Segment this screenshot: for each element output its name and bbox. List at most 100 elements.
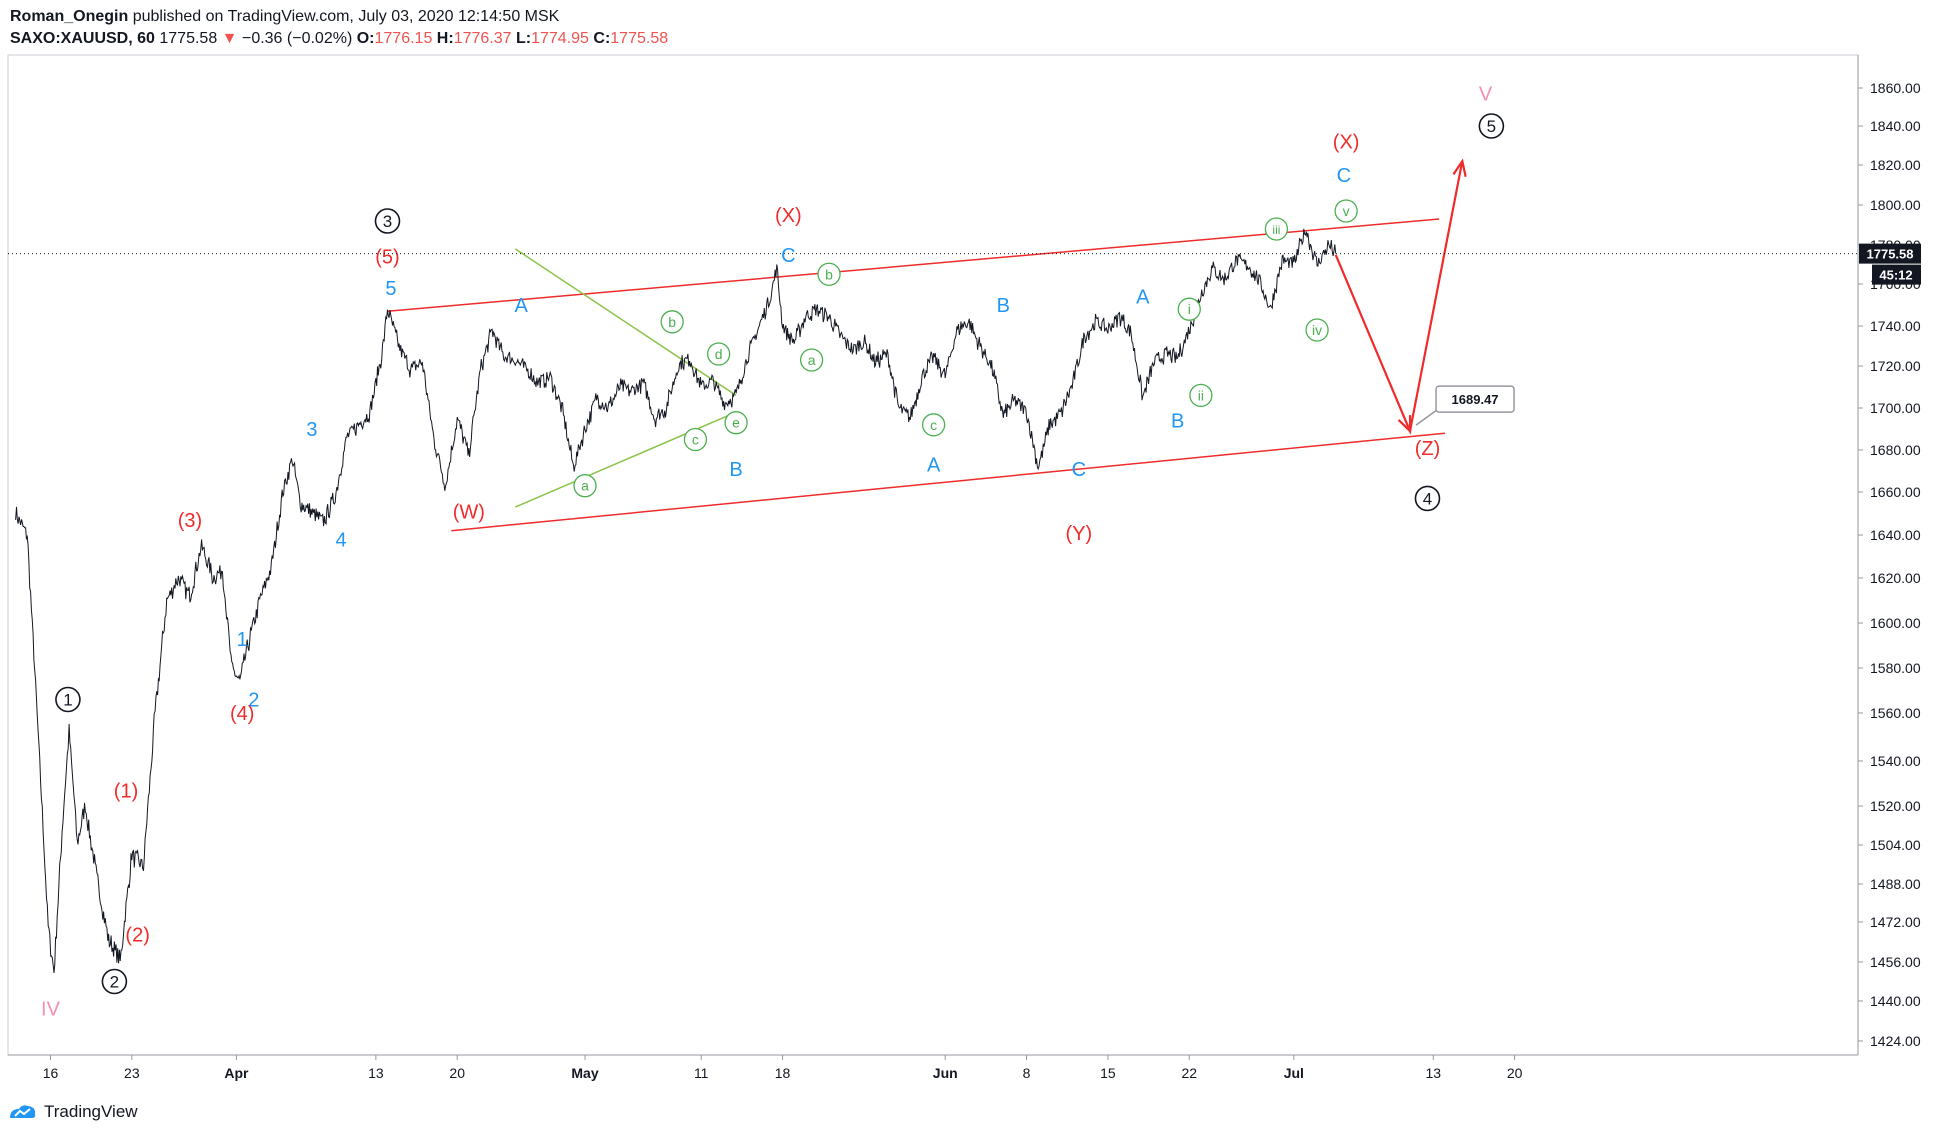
y-tick-label-0: 1860.00 <box>1870 80 1921 96</box>
wave-label-32: i <box>1188 301 1191 317</box>
y-tick-label-18: 1504.00 <box>1870 837 1921 853</box>
wave-label-2: 2 <box>110 973 119 992</box>
wave-label-42: 5 <box>1487 117 1496 136</box>
wave-label-39: (X) <box>1333 132 1360 154</box>
y-tick-label-9: 1680.00 <box>1870 442 1921 458</box>
wave-label-22: (X) <box>775 205 802 227</box>
open-value: 1776.15 <box>374 30 433 47</box>
time-axis: 16 23 Apr 13 20 May 11 18 Jun 8 15 22 Jul 13 20 <box>43 1055 1523 1081</box>
author-name[interactable]: Roman_Onegin <box>10 8 129 25</box>
wave-label-ring-33 <box>1189 383 1213 408</box>
x-tick-label-10: 15 <box>1100 1065 1116 1081</box>
countdown-tag <box>1872 264 1921 285</box>
target-box <box>1435 385 1515 413</box>
y-tick-label-17: 1520.00 <box>1870 798 1921 814</box>
wave-label-ring-20 <box>724 411 748 435</box>
wave-label-17: b <box>668 314 676 330</box>
y-tick-label-11: 1640.00 <box>1870 527 1921 543</box>
projection-arrowhead-down <box>1397 415 1412 434</box>
y-tick-label-22: 1440.00 <box>1870 993 1921 1009</box>
x-tick-label-11: 22 <box>1181 1065 1197 1081</box>
close-label: C: <box>593 30 611 47</box>
wave-label-10: 4 <box>335 529 346 551</box>
wave-label-36: iv <box>1312 322 1322 338</box>
y-tick-label-3: 1800.00 <box>1870 197 1921 213</box>
wave-label-7: 2 <box>248 690 259 712</box>
projection-path <box>1334 158 1467 435</box>
y-tick-label-13: 1600.00 <box>1870 615 1921 631</box>
wave-label-40: (Z) <box>1415 438 1441 460</box>
y-tick-label-7: 1720.00 <box>1870 358 1921 374</box>
wave-label-5: (3) <box>178 510 202 532</box>
x-tick-label-0: 16 <box>43 1065 59 1081</box>
y-tick-label-16: 1540.00 <box>1870 753 1921 769</box>
wave-label-33: ii <box>1198 387 1204 403</box>
last-price-marker: 1775.58 45:12 <box>8 243 1921 285</box>
y-tick-label-20: 1472.00 <box>1870 914 1921 930</box>
brand-name[interactable]: TradingView <box>44 1102 138 1121</box>
wave-label-ring-35 <box>1264 217 1289 241</box>
wave-label-38: C <box>1337 165 1351 187</box>
wave-label-0: IV <box>41 999 61 1021</box>
last-price-tag-text: 1775.58 <box>1867 247 1914 262</box>
x-tick-label-12: Jul <box>1284 1065 1304 1081</box>
chart-header: Roman_Onegin published on TradingView.co… <box>10 6 668 50</box>
x-tick-label-6: 11 <box>694 1065 709 1081</box>
x-tick-label-9: 8 <box>1023 1065 1031 1081</box>
y-tick-label-10: 1660.00 <box>1870 484 1921 500</box>
x-tick-label-7: 18 <box>775 1065 791 1081</box>
wave-label-ring-11 <box>374 208 401 234</box>
y-tick-label-15: 1560.00 <box>1870 705 1921 721</box>
wave-label-20: e <box>732 415 740 431</box>
symbol-label[interactable]: SAXO:XAUUSD, 60 <box>10 30 155 47</box>
wave-label-34: B <box>1171 411 1184 433</box>
wave-label-ring-25 <box>799 348 824 372</box>
y-tick-label-6: 1740.00 <box>1870 318 1921 334</box>
trendline-1 <box>451 432 1445 532</box>
wave-label-ring-1 <box>55 686 81 713</box>
wave-label-9: 3 <box>306 419 317 441</box>
wave-label-24: b <box>825 266 833 282</box>
trendlines <box>387 218 1445 532</box>
plot-frame <box>7 54 1859 1056</box>
price-chart[interactable]: IV12(1)(2)(3)12(4)343(5)5(W)AabcdeB(X)Cb… <box>0 0 1938 1100</box>
wave-labels: IV12(1)(2)(3)12(4)343(5)5(W)AabcdeB(X)Cb… <box>41 84 1505 1021</box>
wave-label-43: V <box>1479 84 1493 106</box>
price-series <box>15 228 1337 973</box>
trendline-0 <box>387 218 1440 313</box>
ohlc-line: SAXO:XAUUSD, 60 1775.58 ▼ −0.36 (−0.02%)… <box>10 28 668 50</box>
target-text: 1689.47 <box>1452 392 1499 407</box>
target-callout: 1689.47 <box>1415 385 1515 426</box>
down-arrow-icon: ▼ <box>221 30 238 47</box>
wave-label-13: 5 <box>385 278 396 300</box>
publish-line: Roman_Onegin published on TradingView.co… <box>10 6 668 28</box>
wave-label-3: (1) <box>114 780 138 802</box>
price-change: −0.36 (−0.02%) <box>241 30 353 47</box>
wave-label-14: (W) <box>453 501 485 523</box>
projection-arrowhead-up <box>1452 158 1467 177</box>
low-label: L: <box>515 30 532 47</box>
x-tick-label-4: 20 <box>449 1065 465 1081</box>
countdown-tag-text: 45:12 <box>1879 268 1912 283</box>
wave-label-ring-2 <box>101 968 128 995</box>
wave-label-ring-41 <box>1414 485 1441 512</box>
wave-label-26: c <box>930 417 937 433</box>
high-label: H: <box>436 30 454 47</box>
wave-label-8: (4) <box>230 703 254 725</box>
wave-label-ring-17 <box>660 310 684 334</box>
wave-label-18: c <box>692 432 699 448</box>
y-tick-label-23: 1424.00 <box>1870 1033 1921 1049</box>
wave-label-28: B <box>997 295 1010 317</box>
wave-label-16: a <box>581 478 589 494</box>
y-tick-label-2: 1820.00 <box>1870 157 1921 173</box>
published-text: published on TradingView.com, July 03, 2… <box>132 8 560 25</box>
footer-brand: TradingView <box>8 1102 138 1122</box>
wave-label-23: C <box>781 245 795 267</box>
y-tick-label-8: 1700.00 <box>1870 400 1921 416</box>
y-tick-label-19: 1488.00 <box>1870 876 1921 892</box>
target-pointer <box>1415 408 1439 426</box>
wave-label-ring-32 <box>1177 297 1201 321</box>
wave-label-ring-18 <box>683 427 708 452</box>
wave-label-6: 1 <box>237 629 248 651</box>
y-tick-label-1: 1840.00 <box>1870 118 1921 134</box>
